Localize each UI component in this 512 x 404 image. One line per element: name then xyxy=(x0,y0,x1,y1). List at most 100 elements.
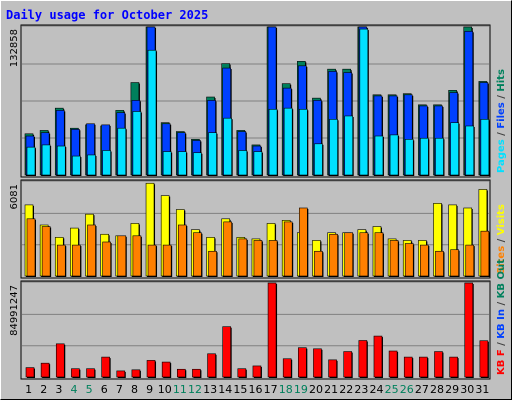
bar-sites-day-29 xyxy=(450,249,459,277)
bar-kb-f-day-9 xyxy=(146,360,156,378)
bar-pages-day-21 xyxy=(329,119,338,176)
bar-kb-f-day-1 xyxy=(25,367,35,378)
legend-entry-kb-in-out-f-3: / xyxy=(496,302,507,309)
bar-sites-day-6 xyxy=(102,241,111,277)
bar-kb-f-day-18 xyxy=(282,358,292,378)
bar-pages-day-31 xyxy=(480,119,490,176)
bar-kb-f-day-7 xyxy=(116,370,126,378)
ymax-label-visits-sites: 6081 xyxy=(9,184,20,209)
bar-kb-f-day-3 xyxy=(55,343,65,378)
x-tick-label-day-10: 10 xyxy=(158,383,172,396)
bar-kb-f-day-14 xyxy=(222,326,231,378)
x-tick-label-day-26: 26 xyxy=(400,383,414,396)
legend-text-visits-sites: Sites / Visits xyxy=(496,204,507,274)
x-tick-label-day-3: 3 xyxy=(55,383,62,396)
x-tick-label-day-22: 22 xyxy=(339,383,353,396)
bar-kb-f-day-26 xyxy=(403,356,413,378)
bar-sites-day-4 xyxy=(72,244,81,277)
bar-sites-day-1 xyxy=(26,218,36,277)
bar-kb-f-day-8 xyxy=(131,369,141,378)
x-tick-label-day-28: 28 xyxy=(430,383,444,396)
legend-entry-hits-files-pages-0: Pages xyxy=(496,139,507,173)
x-tick-label-day-4: 4 xyxy=(70,383,77,396)
x-tick-label-day-8: 8 xyxy=(131,383,138,396)
legend-text-hits-files-pages: Pages / Files / Hits xyxy=(496,69,507,173)
x-tick-label-day-24: 24 xyxy=(370,383,384,396)
x-tick-label-day-7: 7 xyxy=(116,383,123,396)
bar-pages-day-3 xyxy=(56,145,66,176)
legend-kb-in-out-f: KB F / KB In / KB Out xyxy=(496,259,507,375)
legend-entry-visits-sites-1: / xyxy=(496,238,507,245)
bar-sites-day-8 xyxy=(132,235,142,277)
x-tick-label-day-6: 6 xyxy=(101,383,108,396)
bar-kb-f-day-6 xyxy=(101,356,110,378)
bar-pages-day-16 xyxy=(253,151,263,176)
legend-entry-hits-files-pages-1: / xyxy=(496,132,507,139)
bar-pages-day-26 xyxy=(404,139,414,176)
bar-sites-day-22 xyxy=(344,232,354,277)
bar-pages-day-9 xyxy=(147,49,157,176)
x-tick-label-day-25: 25 xyxy=(385,383,399,396)
bar-pages-day-22 xyxy=(344,115,354,176)
bar-pages-day-6 xyxy=(102,150,111,176)
bar-pages-day-27 xyxy=(420,137,429,176)
bar-pages-day-13 xyxy=(208,132,217,176)
bar-sites-day-31 xyxy=(480,230,490,277)
bar-sites-day-23 xyxy=(359,232,369,277)
bar-kb-f-day-19 xyxy=(298,347,307,378)
bar-kb-f-day-2 xyxy=(40,362,50,378)
bar-pages-day-4 xyxy=(72,155,81,176)
bar-kb-f-day-23 xyxy=(358,340,368,378)
chart-title: Daily usage for October 2025 xyxy=(6,8,208,22)
x-tick-label-day-30: 30 xyxy=(460,383,474,396)
legend-entry-visits-sites-2: Visits xyxy=(496,204,507,239)
x-tick-label-day-23: 23 xyxy=(354,383,368,396)
x-tick-label-day-15: 15 xyxy=(233,383,247,396)
bar-pages-day-14 xyxy=(223,117,232,176)
legend-text-kb-in-out-f: KB F / KB In / KB Out xyxy=(496,259,507,375)
x-tick-label-day-5: 5 xyxy=(86,383,93,396)
bar-pages-day-19 xyxy=(299,108,308,176)
bar-kb-f-day-11 xyxy=(176,368,186,378)
bar-pages-day-17 xyxy=(268,108,278,176)
bar-sites-day-16 xyxy=(253,240,263,277)
bar-kb-f-day-13 xyxy=(207,353,216,378)
bar-sites-day-25 xyxy=(389,240,399,277)
legend-entry-hits-files-pages-4: Hits xyxy=(496,69,507,95)
bar-pages-day-23 xyxy=(359,28,369,176)
x-tick-label-day-17: 17 xyxy=(264,383,278,396)
bar-kb-f-day-10 xyxy=(161,361,171,378)
x-tick-label-day-16: 16 xyxy=(249,383,263,396)
ymax-label-hits-files-pages: 132858 xyxy=(9,29,20,67)
x-tick-label-day-21: 21 xyxy=(324,383,338,396)
bar-kb-f-day-5 xyxy=(86,368,95,378)
bar-kb-f-day-30 xyxy=(464,282,474,378)
bar-sites-day-21 xyxy=(329,233,338,277)
x-tick-label-day-13: 13 xyxy=(203,383,217,396)
bar-pages-day-5 xyxy=(87,154,96,176)
bar-pages-day-18 xyxy=(283,107,293,176)
bar-pages-day-10 xyxy=(162,151,172,176)
x-tick-label-day-11: 11 xyxy=(173,383,187,396)
bar-pages-day-15 xyxy=(238,150,248,176)
bar-kb-f-day-24 xyxy=(373,335,383,378)
bar-sites-day-11 xyxy=(177,224,187,277)
bar-kb-f-day-15 xyxy=(237,368,247,378)
bar-kb-f-day-31 xyxy=(479,340,489,378)
bar-sites-day-5 xyxy=(87,224,96,277)
x-tick-label-day-27: 27 xyxy=(415,383,429,396)
legend-entry-kb-in-out-f-2: KB In xyxy=(496,309,507,342)
bar-kb-f-day-12 xyxy=(192,368,201,378)
bar-kb-f-day-4 xyxy=(71,368,80,378)
bar-pages-day-2 xyxy=(41,144,51,176)
bar-sites-day-13 xyxy=(208,250,217,277)
bar-sites-day-3 xyxy=(56,244,66,277)
x-tick-label-day-14: 14 xyxy=(218,383,232,396)
ymax-label-kb-in-out-f: 84991247 xyxy=(9,285,20,336)
bar-kb-f-day-29 xyxy=(449,356,458,378)
bar-sites-day-26 xyxy=(404,243,414,277)
x-tick-label-day-2: 2 xyxy=(40,383,47,396)
bar-sites-day-20 xyxy=(314,250,323,277)
